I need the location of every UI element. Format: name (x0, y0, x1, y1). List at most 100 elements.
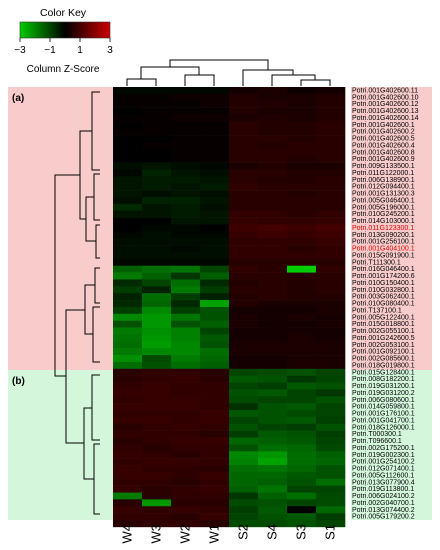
heatmap-cell (229, 437, 259, 445)
heatmap-cell (142, 451, 172, 459)
heatmap-cell (171, 492, 201, 500)
heatmap-cell (142, 341, 172, 349)
heatmap-cell (200, 355, 230, 363)
row-label: Potri.014G103000.1 (352, 218, 415, 225)
heatmap-cell (258, 258, 288, 266)
row-label: Potri.T137100.1 (352, 307, 402, 314)
cluster-b-label: (b) (12, 376, 25, 387)
heatmap-cell (200, 375, 230, 383)
heatmap-cell (258, 203, 288, 212)
heatmap-cell (113, 396, 143, 404)
heatmap-cell (200, 162, 230, 170)
heatmap-cell (229, 355, 259, 363)
heatmap-cell (287, 100, 317, 108)
heatmap-cell (200, 499, 230, 507)
heatmap-cell (258, 499, 288, 507)
heatmap-cell (229, 313, 259, 321)
heatmap-cell (200, 320, 230, 328)
heatmap-cell (316, 327, 346, 335)
heatmap-cell (142, 265, 172, 273)
heatmap-cell (171, 471, 201, 480)
heatmap-cell (258, 341, 288, 349)
heatmap-cell (171, 520, 201, 528)
heatmap-cell (200, 141, 230, 150)
heatmap-cell (316, 176, 346, 184)
heatmap-cell (229, 368, 259, 376)
heatmap-cell (200, 361, 230, 370)
heatmap-cell (316, 300, 346, 308)
heatmap-cell (258, 148, 288, 157)
heatmap-cell (229, 258, 259, 266)
heatmap-cell (171, 403, 201, 411)
heatmap-cell (113, 293, 143, 301)
row-label: Potri.001G254100.2 (352, 459, 415, 466)
heatmap-cell (142, 217, 172, 225)
heatmap-cell (229, 231, 259, 239)
heatmap-cell (258, 162, 288, 170)
heatmap-cell (113, 245, 143, 253)
heatmap-cell (258, 155, 288, 163)
heatmap-cell (229, 279, 259, 287)
heatmap-cell (142, 471, 172, 480)
heatmap-cell (258, 471, 288, 480)
heatmap-cell (142, 306, 172, 315)
heatmap-cell (287, 458, 317, 466)
heatmap-cell (258, 513, 288, 521)
heatmap-cell (142, 114, 172, 122)
heatmap-cell (200, 107, 230, 115)
heatmap-cell (229, 361, 259, 370)
row-label: Potri.010G080400.1 (352, 301, 415, 308)
heatmap-cell (287, 327, 317, 335)
heatmap-cell (287, 224, 317, 232)
heatmap-cell (258, 224, 288, 232)
heatmap-cell (113, 169, 143, 177)
color-key-tick-label: 3 (107, 45, 113, 56)
heatmap-cell (287, 245, 317, 253)
column-label: W1 (207, 524, 222, 544)
heatmap-cell (113, 251, 143, 260)
heatmap-cell (316, 430, 346, 438)
column-labels: W4 W3 W2 W1 S2 S4 S3 S1 (120, 524, 338, 544)
heatmap-cell (229, 93, 259, 102)
heatmap-cell (258, 190, 288, 198)
row-label: Potri.019G113800.1 (352, 486, 414, 493)
heatmap-cell (171, 300, 201, 308)
heatmap-cell (316, 437, 346, 445)
heatmap-cell (258, 368, 288, 376)
heatmap-cell (287, 368, 317, 376)
heatmap-cell (316, 492, 346, 500)
heatmap-cell (258, 382, 288, 390)
heatmap-cell (258, 114, 288, 122)
heatmap-cell (287, 203, 317, 212)
heatmap-cell (316, 279, 346, 287)
heatmap-cell (287, 499, 317, 507)
heatmap-cell (229, 203, 259, 212)
heatmap-cell (113, 430, 143, 438)
heatmap-cell (142, 403, 172, 411)
heatmap-cell (200, 114, 230, 122)
heatmap-cell (258, 485, 288, 493)
heatmap-cell (200, 334, 230, 342)
heatmap-cell (287, 238, 317, 246)
heatmap-cell (142, 286, 172, 294)
heatmap-cell (258, 478, 288, 486)
heatmap-cell (142, 465, 172, 473)
row-label: Potri.001G256100.1 (352, 239, 415, 246)
heatmap-cell (200, 265, 230, 273)
heatmap-cell (287, 471, 317, 480)
heatmap-cell (287, 396, 317, 404)
heatmap-cell (316, 313, 346, 321)
heatmap-cell (316, 238, 346, 246)
heatmap-cell (316, 231, 346, 239)
heatmap-cell (316, 375, 346, 383)
heatmap-cell (316, 162, 346, 170)
heatmap-cell (113, 506, 143, 514)
heatmap-cell (258, 361, 288, 370)
row-label: Potri.001G402600.14 (352, 115, 419, 122)
heatmap-cell (229, 341, 259, 349)
heatmap-cell (287, 444, 317, 452)
heatmap-cell (229, 403, 259, 411)
heatmap-cell (258, 93, 288, 102)
heatmap-cell (142, 506, 172, 514)
color-key-title: Color Key (40, 7, 87, 19)
